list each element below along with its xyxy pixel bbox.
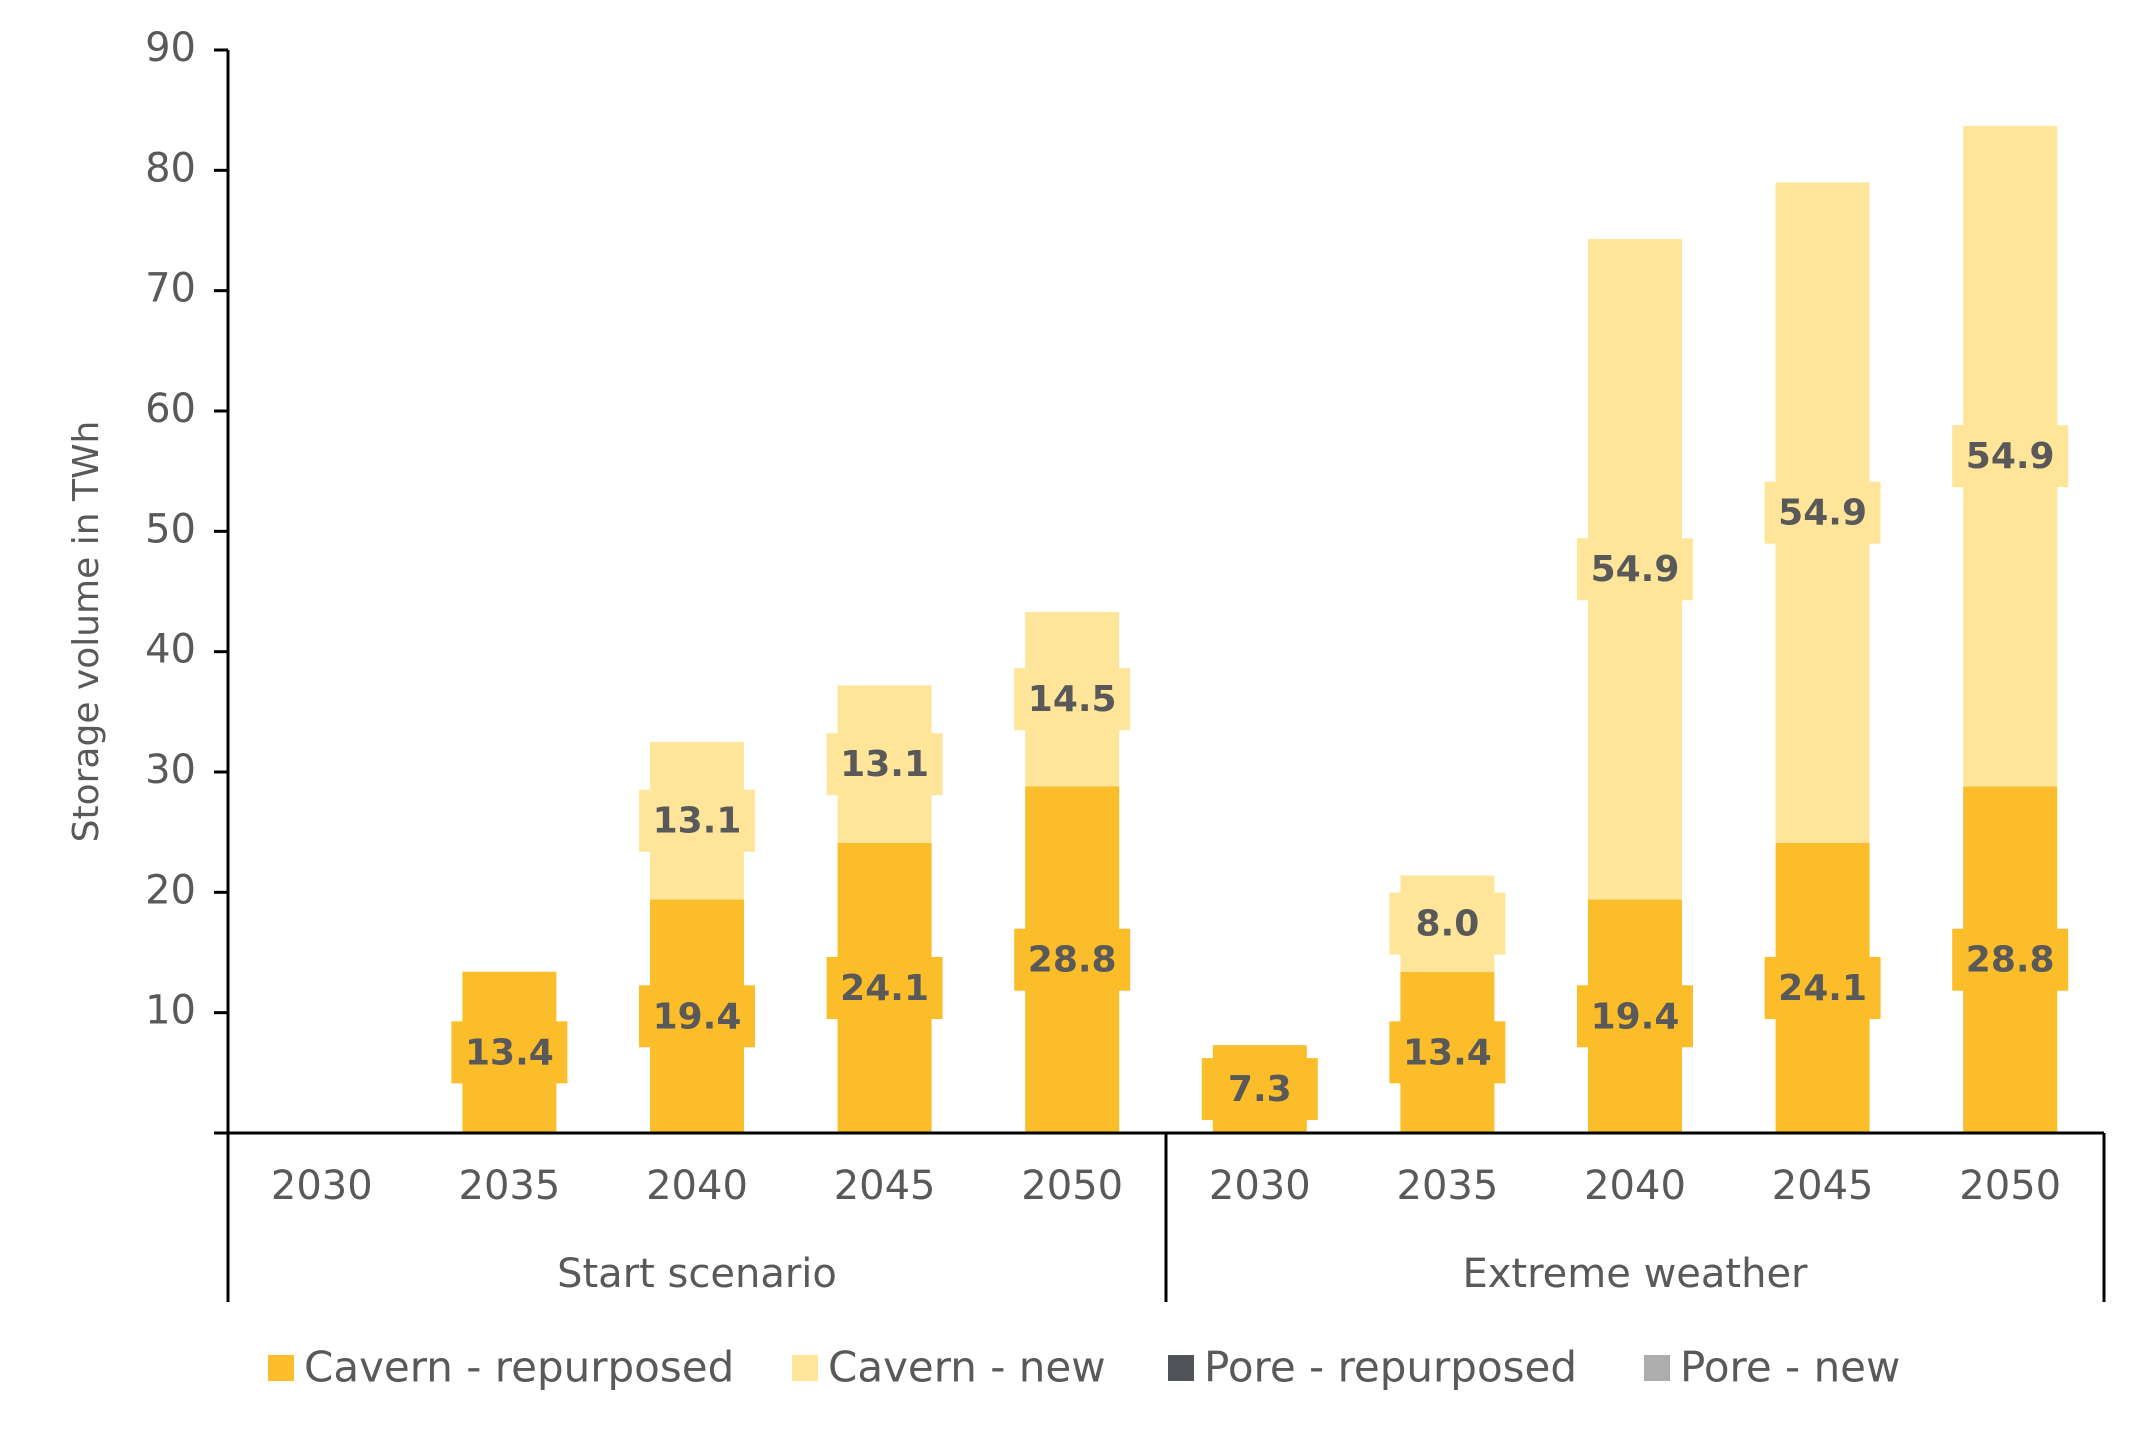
data-label-box (1764, 481, 1881, 544)
data-label-box (1389, 1021, 1506, 1084)
y-tick-label: 30 (145, 747, 196, 793)
data-label-box (1764, 956, 1881, 1019)
data-label-box (1952, 425, 2069, 488)
legend-swatch (792, 1355, 818, 1381)
data-label-box (1014, 668, 1131, 731)
legend-entry: Cavern - repurposed (304, 1343, 734, 1392)
data-label: 24.1 (1778, 968, 1867, 1009)
data-label-box (1577, 538, 1693, 601)
legend: Cavern - repurposed Cavern - new Pore - re… (268, 1343, 1900, 1392)
data-label-box (639, 985, 755, 1048)
x-tick-label: 2040 (1584, 1163, 1686, 1209)
legend-entry: Cavern - new (828, 1343, 1106, 1392)
data-label-box (1201, 1058, 1318, 1121)
data-label-box (451, 1021, 568, 1084)
y-tick-label: 50 (145, 506, 196, 552)
data-label: 19.4 (653, 996, 742, 1037)
legend-swatch (1168, 1355, 1194, 1381)
data-label: 54.9 (1778, 493, 1867, 534)
x-tick-label: 2040 (646, 1163, 748, 1209)
data-label: 13.4 (465, 1032, 554, 1073)
data-label-box (1952, 928, 2069, 991)
x-tick-label: 2035 (459, 1163, 561, 1209)
x-tick-label: 2045 (834, 1163, 936, 1209)
data-label-box (1389, 892, 1506, 955)
group-label: Start scenario (557, 1251, 837, 1297)
y-tick-label: 10 (145, 988, 196, 1034)
data-label-box (1577, 985, 1693, 1048)
data-label: 13.1 (840, 744, 929, 785)
data-label: 8.0 (1416, 904, 1480, 945)
data-label-box (826, 733, 943, 796)
y-tick-label: 20 (145, 867, 196, 913)
x-tick-label: 2035 (1397, 1163, 1499, 1209)
y-tick-label: 60 (145, 386, 196, 432)
data-label: 13.1 (653, 801, 742, 842)
y-tick-label: 40 (145, 627, 196, 673)
x-tick-label: 2045 (1772, 1163, 1874, 1209)
data-label: 28.8 (1966, 940, 2055, 981)
x-tick-label: 2050 (1021, 1163, 1123, 1209)
data-label: 54.9 (1966, 436, 2055, 477)
data-label: 28.8 (1028, 940, 1117, 981)
y-axis-label: Storage volume in TWh (66, 421, 107, 843)
group-label: Extreme weather (1462, 1251, 1808, 1297)
y-tick-label: 90 (145, 25, 196, 71)
x-tick-label: 2050 (1959, 1163, 2061, 1209)
legend-entry: Pore - repurposed (1204, 1343, 1577, 1392)
data-label: 13.4 (1403, 1032, 1492, 1073)
legend-swatch (1644, 1355, 1670, 1381)
data-label: 54.9 (1591, 549, 1680, 590)
data-label-box (639, 789, 755, 852)
data-labels-layer: 13.4 19.4 13.1 24.1 13.1 28.8 14.5 7.3 13.4 8.0 19… (451, 425, 2069, 1121)
data-label-box (1014, 928, 1131, 991)
legend-entry: Pore - new (1680, 1343, 1900, 1392)
data-label: 14.5 (1028, 679, 1117, 720)
data-label: 24.1 (840, 968, 929, 1009)
data-label-box (826, 956, 943, 1019)
y-tick-label: 70 (145, 266, 196, 312)
y-tick-label: 80 (145, 145, 196, 191)
data-label: 7.3 (1228, 1069, 1292, 1110)
x-tick-label: 2030 (271, 1163, 373, 1209)
legend-swatch (268, 1355, 294, 1381)
data-label: 19.4 (1591, 996, 1680, 1037)
x-tick-label: 2030 (1209, 1163, 1311, 1209)
